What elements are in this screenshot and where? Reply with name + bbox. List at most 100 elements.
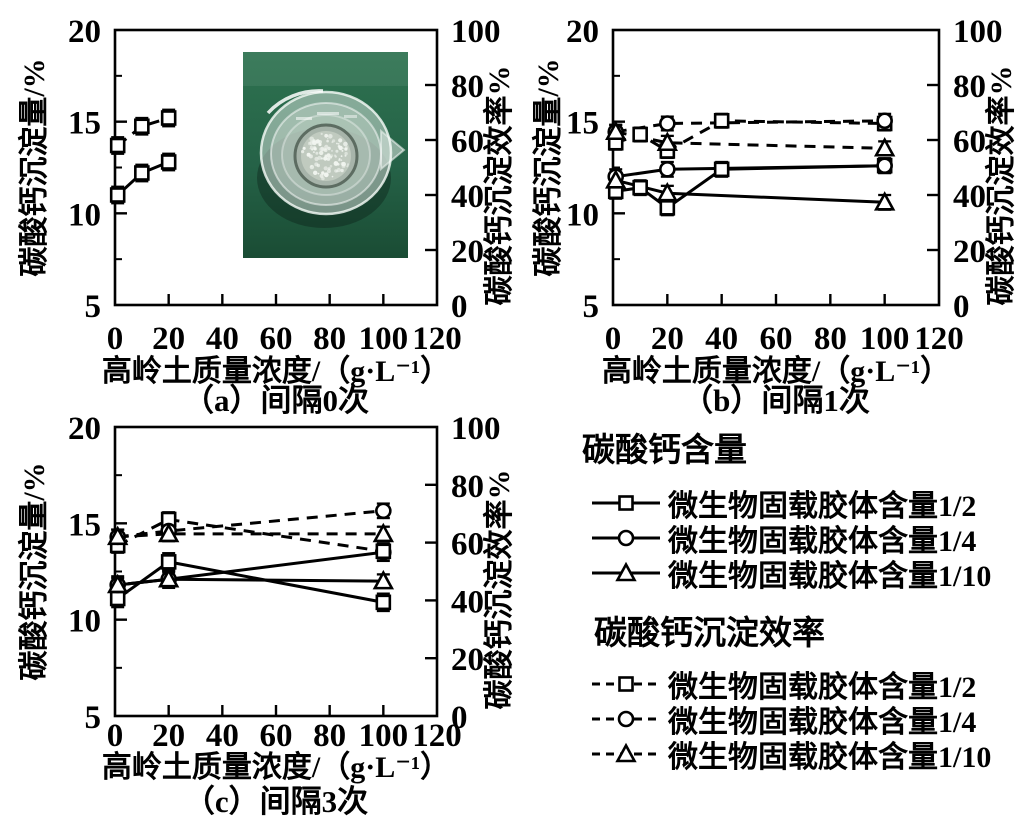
marker-triangle: [106, 525, 129, 546]
y-tick-label-left: 20: [68, 14, 101, 50]
x-tick-label: 100: [860, 321, 910, 357]
y-tick-label-right: 0: [451, 289, 468, 325]
marker-triangle: [372, 522, 395, 543]
series-line-circle-dashed: [117, 509, 384, 539]
y-tick-label-left: 10: [68, 604, 101, 640]
x-tick-label: 100: [359, 718, 409, 754]
x-tick-label: 0: [107, 718, 124, 754]
x-tick-label: 60: [260, 321, 293, 357]
y-tick-label-right: 20: [451, 234, 484, 270]
x-axis-title: 高岭土质量浓度/（g·L⁻¹）: [102, 750, 450, 784]
legend-swatch-solid-circle: [592, 529, 660, 546]
legend-item-efficiency-1-2: 微生物固载胶体含量1/2: [590, 666, 1033, 704]
x-tick-label: 40: [206, 321, 239, 357]
y-axis-title-left: 碳酸钙沉淀量/%: [18, 58, 51, 276]
x-tick-label: 80: [814, 321, 847, 357]
marker-square: [713, 112, 730, 129]
x-tick-label: 80: [313, 718, 346, 754]
marker-circle: [617, 529, 635, 546]
panel-caption: （c）间隔3次: [184, 784, 368, 819]
marker-triangle: [615, 742, 637, 762]
series-line-circle-solid: [615, 164, 885, 179]
legend-swatch-dashed-circle: [592, 710, 660, 727]
marker-circle: [876, 112, 893, 130]
x-tick-label: 0: [107, 321, 124, 357]
legend-item-label: 微生物固载胶体含量1/2: [668, 489, 977, 523]
marker-square: [109, 137, 126, 154]
legend-item-label: 微生物固载胶体含量1/4: [668, 705, 977, 739]
series-line-triangle-solid: [117, 577, 384, 587]
marker-triangle: [372, 569, 395, 590]
marker-square: [160, 110, 177, 126]
y-tick-label-left: 15: [68, 507, 101, 543]
legend-heading-content: 碳酸钙含量: [582, 433, 747, 469]
y-axis-title-right: 碳酸钙沉淀效率%: [483, 470, 516, 710]
marker-square: [134, 165, 150, 181]
x-tick-label: 100: [359, 321, 409, 357]
marker-triangle: [656, 181, 679, 202]
legend-item-content-1-10: 微生物固载胶体含量1/10: [590, 555, 1033, 593]
y-tick-label-right: 60: [451, 527, 484, 563]
legend-item-label: 微生物固载胶体含量1/4: [668, 524, 977, 558]
marker-triangle: [873, 191, 896, 211]
legend-item-content-1-4: 微生物固载胶体含量1/4: [590, 520, 1033, 558]
legend-swatch-dashed-triangle: [592, 742, 660, 762]
x-axis-title: 高岭土质量浓度/（g·L⁻¹）: [102, 354, 450, 388]
legend-swatch-solid-triangle: [592, 561, 660, 581]
x-tick-label: 60: [760, 321, 793, 357]
panel-caption: （a）间隔0次: [183, 383, 369, 415]
y-tick-label-right: 60: [451, 124, 484, 160]
y-tick-label-left: 5: [85, 289, 102, 325]
panel-caption: （b）间隔1次: [682, 383, 870, 415]
y-axis-title-left: 碳酸钙沉淀量/%: [18, 462, 51, 680]
chart-panel-b: 0 20 40 60 80 100 1205101520020406080100高岭土质量浓…: [532, 14, 1018, 415]
chart-panel-c: 0 20 40 60 80 100 1205101520020406080100高岭土质量浓…: [18, 415, 516, 819]
series-line-circle-dashed: [615, 119, 885, 134]
marker-triangle: [873, 137, 896, 157]
y-tick-label-right: 40: [953, 179, 986, 215]
y-tick-label-right: 100: [451, 14, 501, 50]
y-tick-label-right: 80: [451, 69, 484, 105]
marker-circle: [659, 161, 676, 178]
marker-circle: [617, 710, 635, 727]
marker-triangle: [605, 169, 627, 189]
legend-item-label: 微生物固载胶体含量1/10: [668, 559, 992, 593]
marker-square: [134, 118, 150, 135]
series-line-square-dashed: [116, 116, 170, 147]
marker-square: [160, 154, 177, 170]
y-tick-label-left: 5: [583, 289, 600, 325]
y-tick-label-right: 0: [451, 700, 468, 736]
marker-triangle: [656, 131, 679, 152]
legend-item-label: 微生物固载胶体含量1/10: [668, 740, 992, 774]
legend-item-efficiency-1-4: 微生物固载胶体含量1/4: [590, 701, 1033, 739]
marker-triangle: [157, 568, 180, 588]
marker-circle: [375, 502, 392, 520]
x-tick-label: 80: [313, 321, 346, 357]
marker-triangle: [605, 120, 627, 141]
marker-circle: [876, 157, 893, 174]
marker-square: [632, 126, 648, 143]
x-tick-label: 40: [705, 321, 738, 357]
y-tick-label-right: 0: [953, 289, 970, 325]
y-tick-label-left: 15: [566, 106, 599, 142]
x-tick-label: 0: [605, 321, 622, 357]
y-axis-title-left: 碳酸钙沉淀量/%: [532, 58, 565, 276]
marker-square: [618, 675, 634, 692]
x-tick-label: 20: [152, 321, 185, 357]
legend: 碳酸钙含量 微生物固载胶体含量1/2 微生物固载胶体含量1/4 微生物固载胶体含…: [562, 417, 1033, 774]
y-tick-label-right: 100: [953, 14, 1003, 50]
marker-square: [160, 554, 177, 570]
y-tick-label-right: 80: [451, 469, 484, 505]
legend-item-label: 微生物固载胶体含量1/2: [668, 670, 977, 704]
marker-square: [659, 200, 676, 216]
legend-heading-efficiency: 碳酸钙沉淀效率: [594, 616, 825, 652]
y-axis-title-right: 碳酸钙沉淀效率%: [985, 66, 1018, 306]
y-tick-label-right: 20: [953, 234, 986, 270]
y-tick-label-right: 80: [953, 69, 986, 105]
legend-item-efficiency-1-10: 微生物固载胶体含量1/10: [590, 736, 1033, 774]
chart-panel-a: 0 20 40 60 80 100 1205101520020406080100高岭土质量浓…: [18, 14, 516, 415]
series-line-triangle-dashed: [615, 130, 885, 150]
x-tick-label: 120: [412, 321, 462, 357]
x-tick-label: 20: [651, 321, 684, 357]
